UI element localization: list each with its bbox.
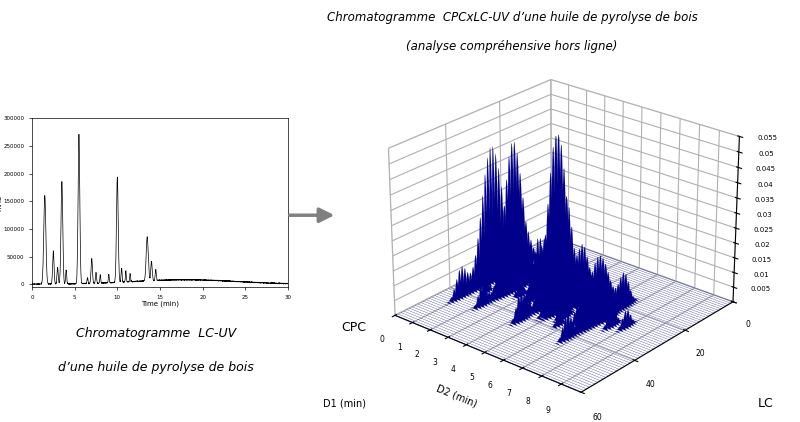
Y-axis label: mAU: mAU: [0, 194, 2, 211]
Text: LC: LC: [758, 397, 774, 409]
Text: D1 (min): D1 (min): [323, 398, 366, 408]
Text: Chromatogramme  CPCxLC-UV d’une huile de pyrolyse de bois: Chromatogramme CPCxLC-UV d’une huile de …: [326, 11, 698, 24]
X-axis label: Time (min): Time (min): [141, 301, 179, 308]
Text: Chromatogramme  LC-UV: Chromatogramme LC-UV: [76, 327, 236, 340]
Text: (analyse compréhensive hors ligne): (analyse compréhensive hors ligne): [406, 40, 618, 53]
Text: d’une huile de pyrolyse de bois: d’une huile de pyrolyse de bois: [58, 361, 254, 373]
X-axis label: D2 (min): D2 (min): [435, 383, 478, 409]
Text: CPC: CPC: [342, 321, 366, 333]
